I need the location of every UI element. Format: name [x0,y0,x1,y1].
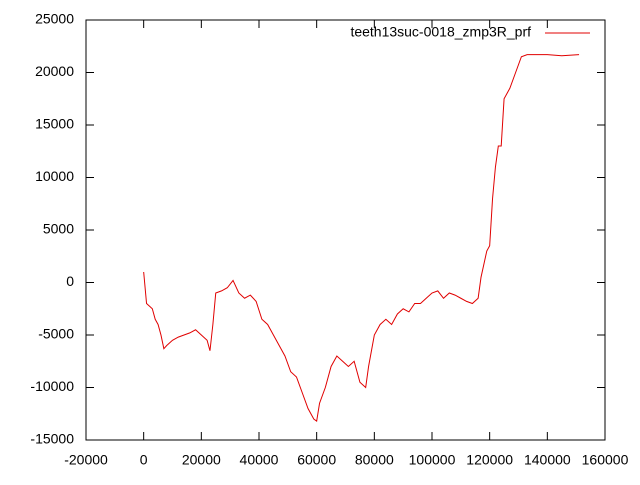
y-tick-label: -5000 [38,326,74,342]
x-tick-label: 120000 [466,452,513,468]
y-tick-label: 15000 [35,116,74,132]
y-tick-label: 5000 [43,221,74,237]
plot-frame [85,19,606,441]
data-line [143,54,580,422]
x-tick-label: 160000 [582,452,629,468]
y-tick-label: 0 [66,273,74,289]
x-tick-label: 0 [140,452,148,468]
x-tick-label: 40000 [240,452,279,468]
x-tick-label: -20000 [64,452,108,468]
x-tick-label: 140000 [524,452,571,468]
y-tick-label: 10000 [35,168,74,184]
x-tick-label: 60000 [297,452,336,468]
y-tick-label: 25000 [35,11,74,27]
x-tick-label: 20000 [182,452,221,468]
y-tick-label: 20000 [35,63,74,79]
x-tick-label: 80000 [355,452,394,468]
legend-label: teeth13suc-0018_zmp3R_prf [350,24,531,40]
y-tick-label: -10000 [30,378,74,394]
y-tick-label: -15000 [30,431,74,447]
x-tick-label: 100000 [409,452,456,468]
